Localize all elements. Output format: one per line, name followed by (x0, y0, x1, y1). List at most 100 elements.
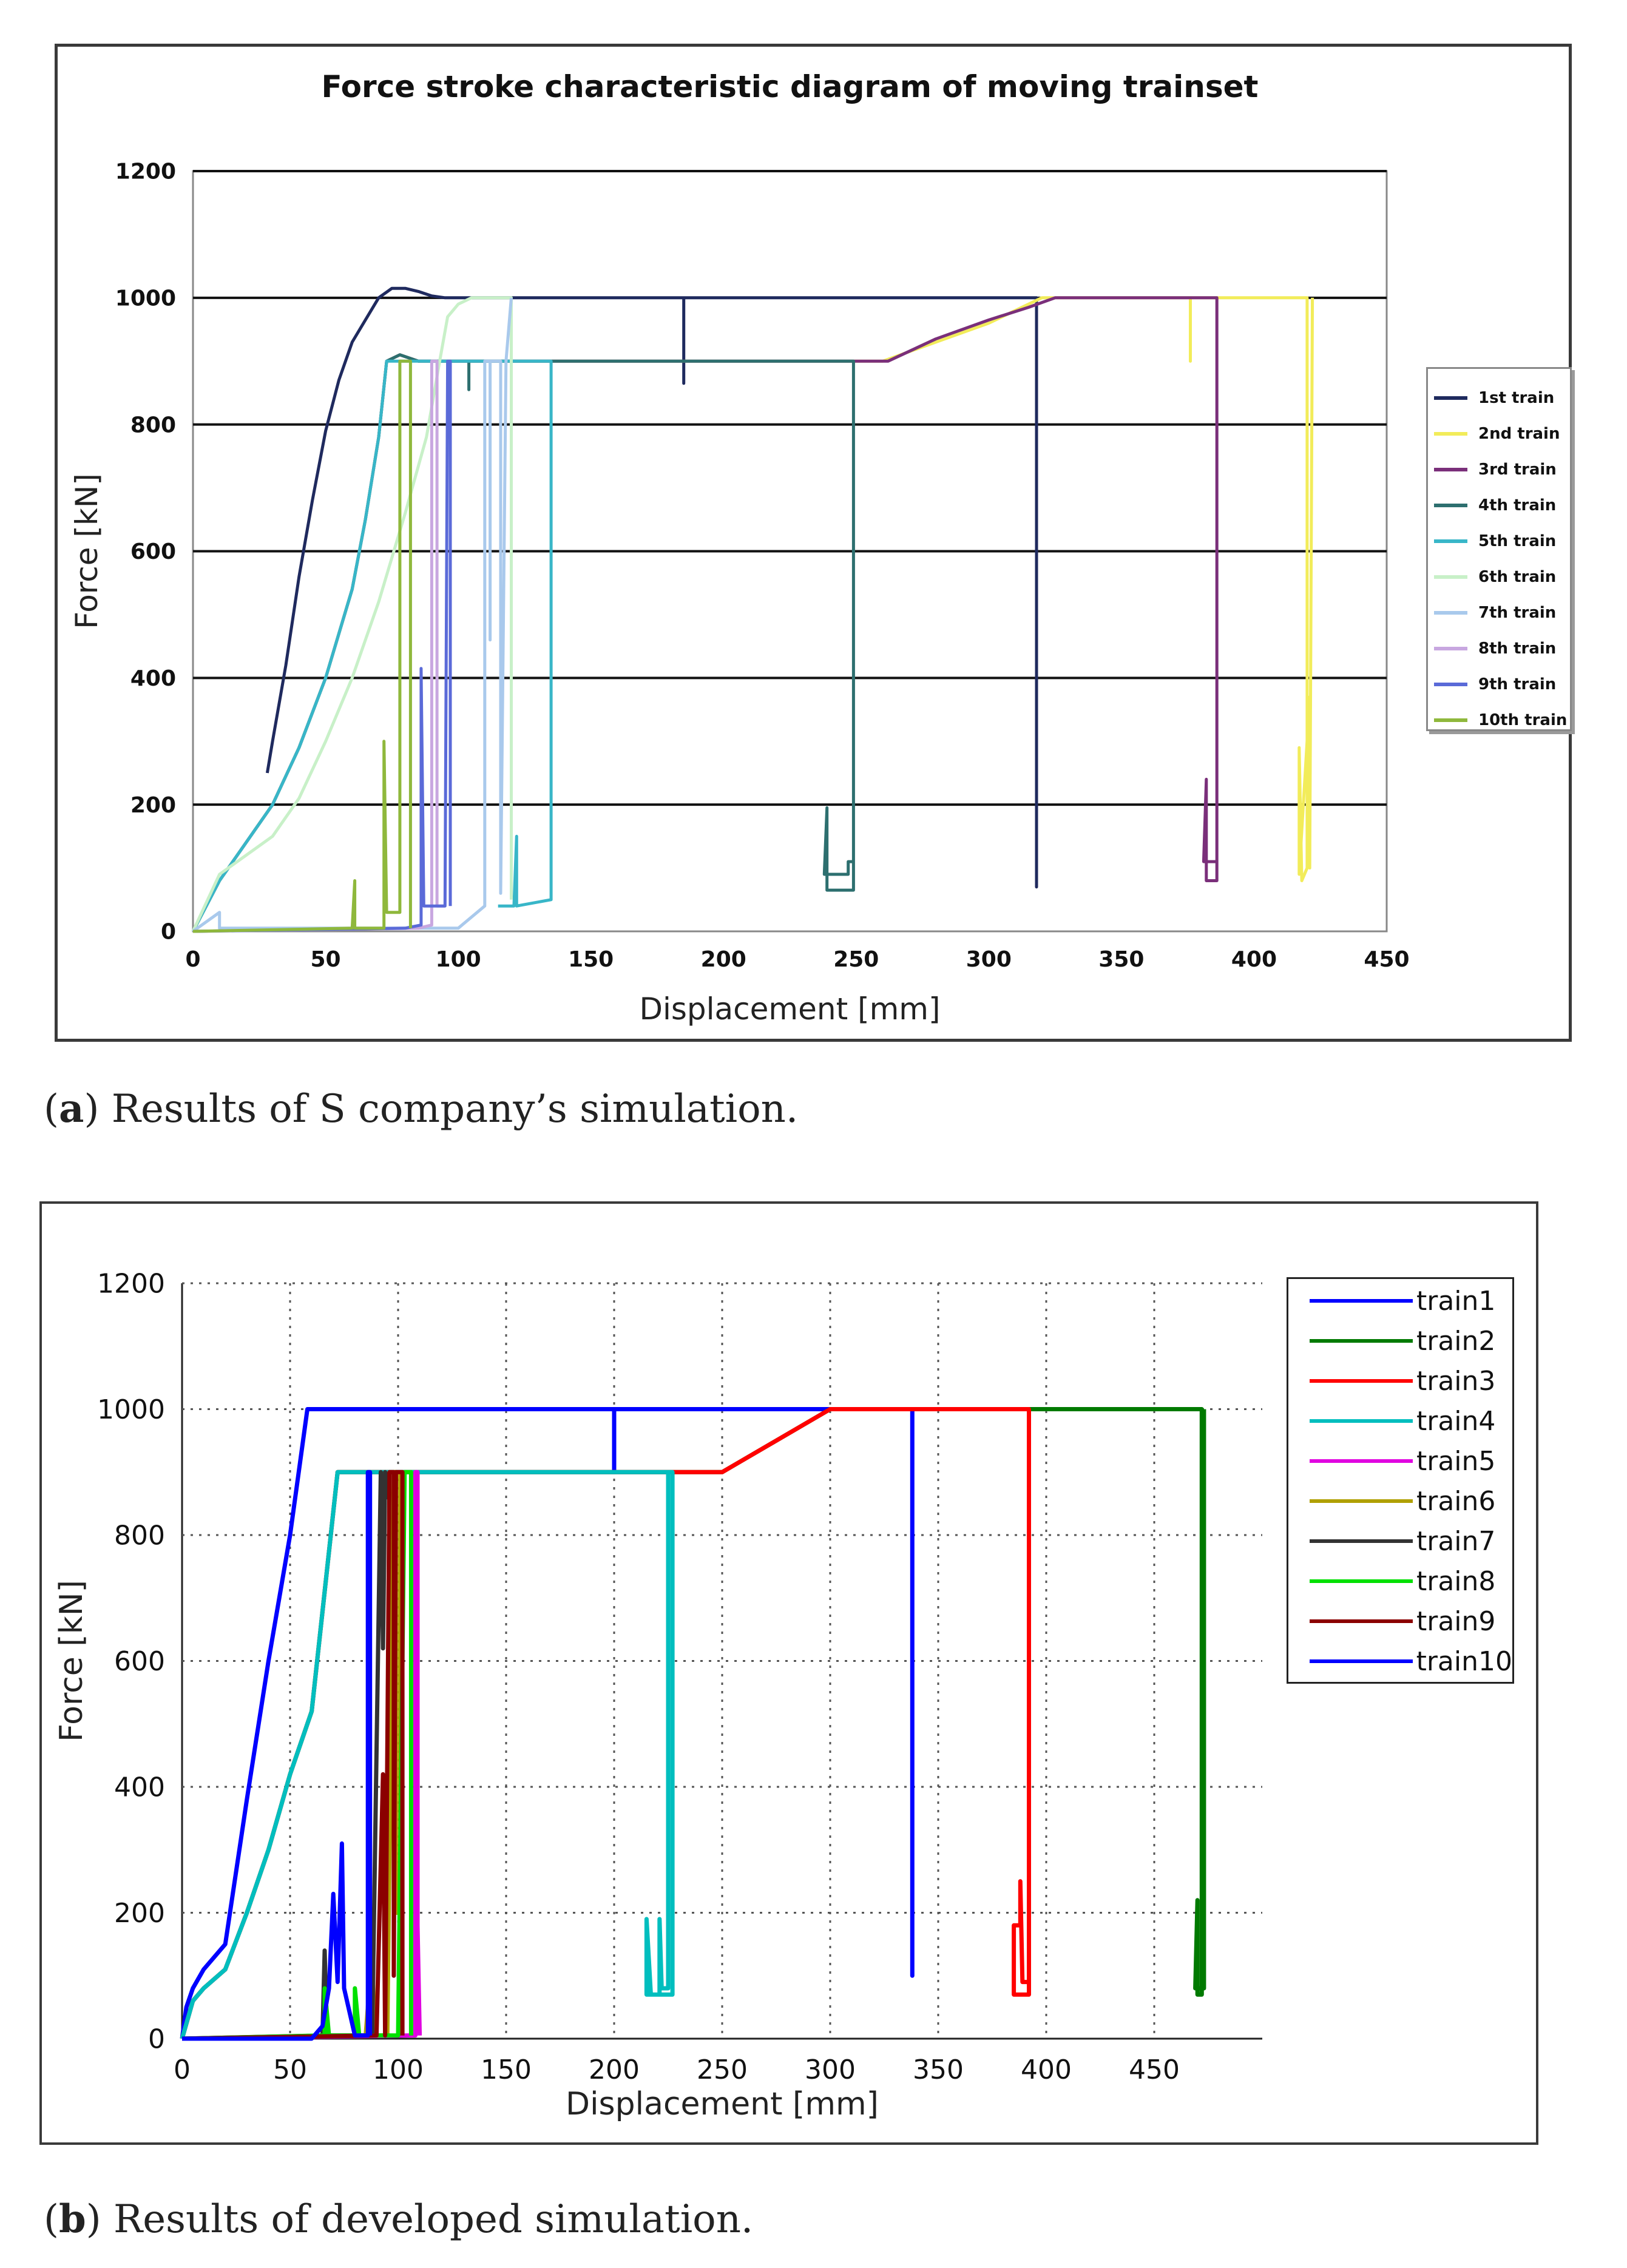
y-tick-label-b-400: 400 (114, 1772, 165, 1803)
legend-item-a-1: 1st train (1428, 380, 1570, 416)
chart-b: 0 200 400 600 800 1000 1200 0 50 100 150 200 250 300 3… (53, 1268, 1262, 2122)
legend-label: train3 (1416, 1365, 1496, 1397)
legend-label: 10th train (1478, 710, 1568, 729)
x-tick-label-b-150: 150 (481, 2054, 532, 2085)
chart-a: 0 200 400 600 800 1000 1200 0 50 100 150 200 250 300 3… (69, 69, 1410, 1027)
x-tick-label-a-400: 400 (1231, 947, 1277, 972)
legend-label: 3rd train (1478, 460, 1557, 479)
legend-item-a-9: 9th train (1428, 666, 1570, 702)
legend-swatch (1434, 575, 1467, 579)
legend-label: 6th train (1478, 567, 1557, 586)
x-tick-label-b-450: 450 (1129, 2054, 1180, 2085)
legend-swatch (1434, 682, 1467, 686)
x-tick-label-a-100: 100 (436, 947, 481, 972)
legend-item-a-10: 10th train (1428, 702, 1570, 738)
legend-label: 9th train (1478, 675, 1557, 694)
legend-swatch (1310, 1539, 1413, 1543)
series-line-b-1 (180, 1407, 915, 2039)
legend-item-a-4: 4th train (1428, 487, 1570, 523)
legend-swatch (1310, 1459, 1413, 1463)
legend-item-a-7: 7th train (1428, 595, 1570, 630)
legend-item-a-3: 3rd train (1428, 451, 1570, 487)
legend-swatch (1310, 1379, 1413, 1383)
y-tick-label-a-1000: 1000 (115, 286, 176, 311)
series-line-b-10 (182, 1470, 373, 2041)
legend-swatch (1310, 1339, 1413, 1343)
series-line-b-5 (181, 1470, 422, 2041)
legend-item-a-6: 6th train (1428, 559, 1570, 595)
chart-title-a: Force stroke characteristic diagram of m… (322, 69, 1259, 104)
legend-label: train5 (1416, 1445, 1496, 1477)
chart-a-frame (55, 44, 1572, 1042)
legend-item-b-8: train8 (1288, 1561, 1512, 1601)
y-tick-label-a-400: 400 (130, 666, 176, 691)
legend-item-b-6: train6 (1288, 1481, 1512, 1521)
y-tick-label-b-200: 200 (114, 1898, 165, 1929)
legend-swatch (1310, 1619, 1413, 1623)
series-line-a-8 (192, 359, 445, 933)
y-axis-label-a: Force [kN] (69, 473, 104, 629)
legend-item-b-1: train1 (1288, 1281, 1512, 1321)
y-tick-label-b-1000: 1000 (97, 1394, 165, 1425)
x-tick-label-b-300: 300 (805, 2054, 856, 2085)
y-tick-label-b-0: 0 (148, 2023, 165, 2054)
y-tick-label-b-800: 800 (114, 1520, 165, 1551)
legend-item-b-3: train3 (1288, 1361, 1512, 1401)
series-line-a-2 (191, 296, 1314, 933)
x-tick-label-b-50: 50 (273, 2054, 307, 2085)
legend-item-a-2: 2nd train (1428, 416, 1570, 451)
legend-label: train6 (1416, 1485, 1496, 1517)
legend-swatch (1310, 1499, 1413, 1503)
legend-label: 1st train (1478, 388, 1555, 407)
legend-swatch (1434, 646, 1467, 650)
y-tick-label-a-600: 600 (130, 539, 176, 564)
x-tick-label-a-300: 300 (966, 947, 1012, 972)
series-line-a-5 (191, 359, 553, 933)
legend-item-a-8: 8th train (1428, 630, 1570, 666)
legend-item-b-7: train7 (1288, 1521, 1512, 1561)
x-tick-label-b-250: 250 (697, 2054, 748, 2085)
series-line-a-10 (192, 359, 412, 933)
legend-label: train7 (1416, 1525, 1496, 1557)
series-line-a-9 (192, 359, 452, 933)
series-line-a-4 (191, 353, 855, 933)
y-tick-label-b-1200: 1200 (97, 1268, 165, 1299)
legend-item-b-10: train10 (1288, 1641, 1512, 1681)
series-line-b-9 (181, 1470, 405, 2041)
legend-swatch (1310, 1579, 1413, 1583)
legend-label: train2 (1416, 1325, 1496, 1357)
x-tick-label-a-200: 200 (701, 947, 746, 972)
y-tick-label-a-1200: 1200 (115, 160, 176, 184)
legend-swatch (1434, 503, 1467, 507)
caption-b-text: ) Results of developed simulation. (86, 2197, 754, 2242)
x-tick-label-a-150: 150 (568, 947, 614, 972)
legend-swatch (1434, 467, 1467, 471)
x-tick-label-a-450: 450 (1364, 947, 1409, 972)
y-tick-label-a-200: 200 (130, 793, 176, 818)
legend-swatch (1434, 396, 1467, 400)
y-tick-label-b-600: 600 (114, 1646, 165, 1677)
legend-label: 5th train (1478, 532, 1557, 550)
legend-label: train10 (1416, 1645, 1512, 1677)
legend-swatch (1434, 431, 1467, 436)
chart-b-legend: train1 train2 train3 train4 train5 train6 trai… (1287, 1277, 1514, 1684)
caption-a-label: a (58, 1086, 84, 1132)
series-line-b-4 (180, 1470, 675, 2039)
x-tick-label-b-100: 100 (373, 2054, 424, 2085)
x-axis-label-a: Displacement [mm] (639, 991, 940, 1027)
series-line-a-3 (191, 296, 1219, 933)
y-tick-label-a-0: 0 (161, 920, 176, 945)
legend-item-b-2: train2 (1288, 1321, 1512, 1361)
legend-label: train4 (1416, 1405, 1496, 1437)
legend-label: 4th train (1478, 496, 1557, 515)
legend-item-a-5: 5th train (1428, 523, 1570, 559)
x-tick-label-a-350: 350 (1098, 947, 1144, 972)
x-tick-label-b-400: 400 (1021, 2054, 1072, 2085)
caption-a: (a) Results of S company’s simulation. (44, 1086, 799, 1132)
legend-label: 7th train (1478, 603, 1557, 622)
x-tick-label-b-350: 350 (913, 2054, 964, 2085)
legend-label: train8 (1416, 1565, 1496, 1597)
chart-a-legend: 1st train 2nd train 3rd train 4th train 5th … (1426, 367, 1572, 731)
legend-swatch (1434, 539, 1467, 543)
